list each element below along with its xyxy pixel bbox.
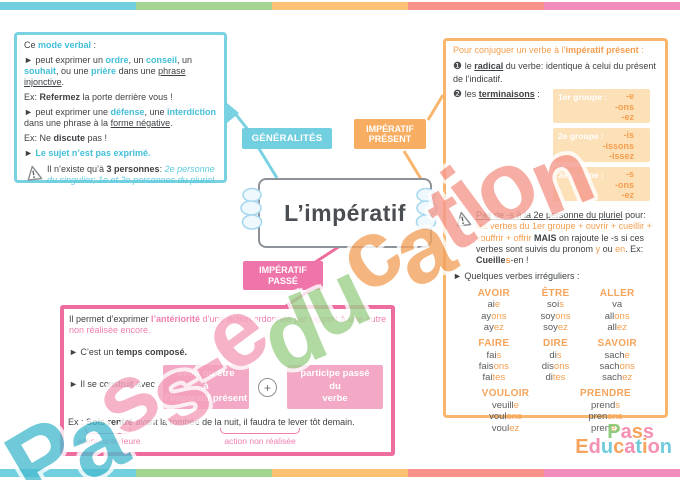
label-action-non-realisee: action non réalisée — [224, 436, 296, 446]
warning-icon — [456, 211, 472, 227]
logo-line-education: Education — [575, 436, 672, 458]
verb-faire: FAIRE fais faisons faites — [478, 337, 510, 384]
warning-pas-de-s: Pas de -s à la 2e personne du pluriel po… — [453, 210, 658, 266]
step-terminaisons: ❷ les terminaisons : — [453, 89, 540, 100]
conjugation-heading: Pour conjuguer un verbe à l’impératif pr… — [453, 45, 644, 55]
central-topic-box: L’impératif — [258, 178, 432, 248]
bar-segment-salmon — [408, 469, 544, 477]
logo-line-pass: Pass — [607, 421, 654, 443]
example-sentence: Ex : Sois rentré avant la tombée de la n… — [68, 417, 355, 427]
brace-action-anterieure — [85, 428, 131, 434]
bar-segment-orange — [272, 2, 408, 10]
branch-label-imperatif-present: IMPÉRATIF PRÉSENT — [354, 119, 426, 149]
label-action-anterieure: action antérieure — [77, 436, 141, 446]
verb-vouloir: VOULOIR veuille voulons voulez — [481, 388, 530, 434]
bar-segment-orange — [272, 469, 408, 477]
temps-compose-text: ► C’est un temps composé. — [69, 347, 187, 357]
bar-segment-pink — [544, 2, 680, 10]
irregular-verbs-row-1: AVOIR aie ayons ayez ÊTRE sois soyons so… — [453, 288, 658, 333]
bar-segment-salmon — [408, 2, 544, 10]
point-defense: ► peut exprimer une défense, une interdi… — [24, 106, 216, 128]
exemple-discute: Ex: Ne discute pas ! — [24, 132, 108, 143]
formula-participe-box: participe passé du verbe — [287, 365, 383, 409]
point-ordre: ► peut exprimer un ordre, un conseil, un… — [24, 54, 193, 87]
branch-label-generalites: GÉNÉRALITÉS — [242, 128, 332, 149]
terminaisons-table: 1er groupe : -e -ons -ez 2e groupe : -is… — [553, 89, 650, 206]
groupe-2-row: 2e groupe : -is -issons -issez — [553, 128, 650, 162]
verb-savoir: SAVOIR sache sachons sachez — [597, 337, 637, 384]
terminaisons-row: ❷ les terminaisons : 1er groupe : -e -on… — [453, 89, 658, 206]
warning-3-personnes: Il n’existe qu’à 3 personnes: 2e personn… — [24, 164, 217, 186]
imperatif-passe-box: Il permet d’exprimer l’antériorité d’une… — [60, 305, 395, 456]
imperatif-present-box: Pour conjuguer un verbe à l’impératif pr… — [443, 38, 668, 434]
exemple-refermez: Ex: Refermez la porte derrière vous ! — [24, 91, 173, 102]
bar-segment-cyan — [0, 469, 136, 477]
mode-verbal-intro: Ce mode verbal : — [24, 40, 97, 50]
irregular-verbs-row-2: FAIRE fais faisons faites DIRE dis dison… — [453, 338, 658, 383]
irregular-verbs-row-3: VOULOIR veuille voulons voulez PRENDRE p… — [453, 388, 658, 433]
hand-left-icon — [240, 187, 263, 230]
plus-circle-icon: + — [258, 378, 277, 397]
top-border-bar — [0, 2, 680, 10]
bottom-border-bar — [0, 469, 680, 477]
step-radical: ❶ le radical du verbe: identique à celui… — [453, 61, 656, 84]
warning-text: Pas de -s à la 2e personne du pluriel po… — [476, 210, 652, 265]
bar-segment-green — [136, 2, 272, 10]
bar-segment-green — [136, 469, 272, 477]
generalites-box: Ce mode verbal : ► peut exprimer un ordr… — [14, 32, 227, 186]
hand-right-icon — [415, 187, 438, 230]
verb-prendre: PRENDRE prends prenons prenez — [580, 388, 631, 434]
page-title: L’impératif — [284, 199, 406, 226]
construit-avec-text: ► Il se construit avec : — [69, 379, 160, 389]
verb-etre: ÊTRE sois soyons soyez — [540, 287, 571, 333]
formula-auxiliaire-box: avoir ou être à l’impératif présent — [163, 365, 249, 409]
branch-label-imperatif-passe: IMPÉRATIF PASSÉ — [243, 261, 323, 290]
anteriorite-text: Il permet d’exprimer l’antériorité d’une… — [69, 314, 387, 336]
pass-education-logo: Pass Education — [538, 422, 672, 457]
point-sujet: ► Le sujet n’est pas exprimé. — [24, 147, 151, 158]
verb-dire: DIRE dis disons dites — [541, 337, 570, 384]
brace-action-non-realisee — [220, 428, 300, 434]
verb-avoir: AVOIR aie ayons ayez — [477, 287, 511, 333]
warning-icon — [27, 165, 43, 181]
bar-segment-cyan — [0, 2, 136, 10]
groupe-3-row: 3e groupe : -s -ons -ez — [553, 167, 650, 201]
groupe-1-row: 1er groupe : -e -ons -ez — [553, 89, 650, 123]
irregular-verbs-title: ► Quelques verbes irréguliers : — [453, 271, 580, 282]
warning-text: Il n’existe qu’à 3 personnes: 2e personn… — [47, 163, 217, 185]
verb-aller: ALLER va allons allez — [599, 287, 635, 333]
bar-segment-pink — [544, 469, 680, 477]
